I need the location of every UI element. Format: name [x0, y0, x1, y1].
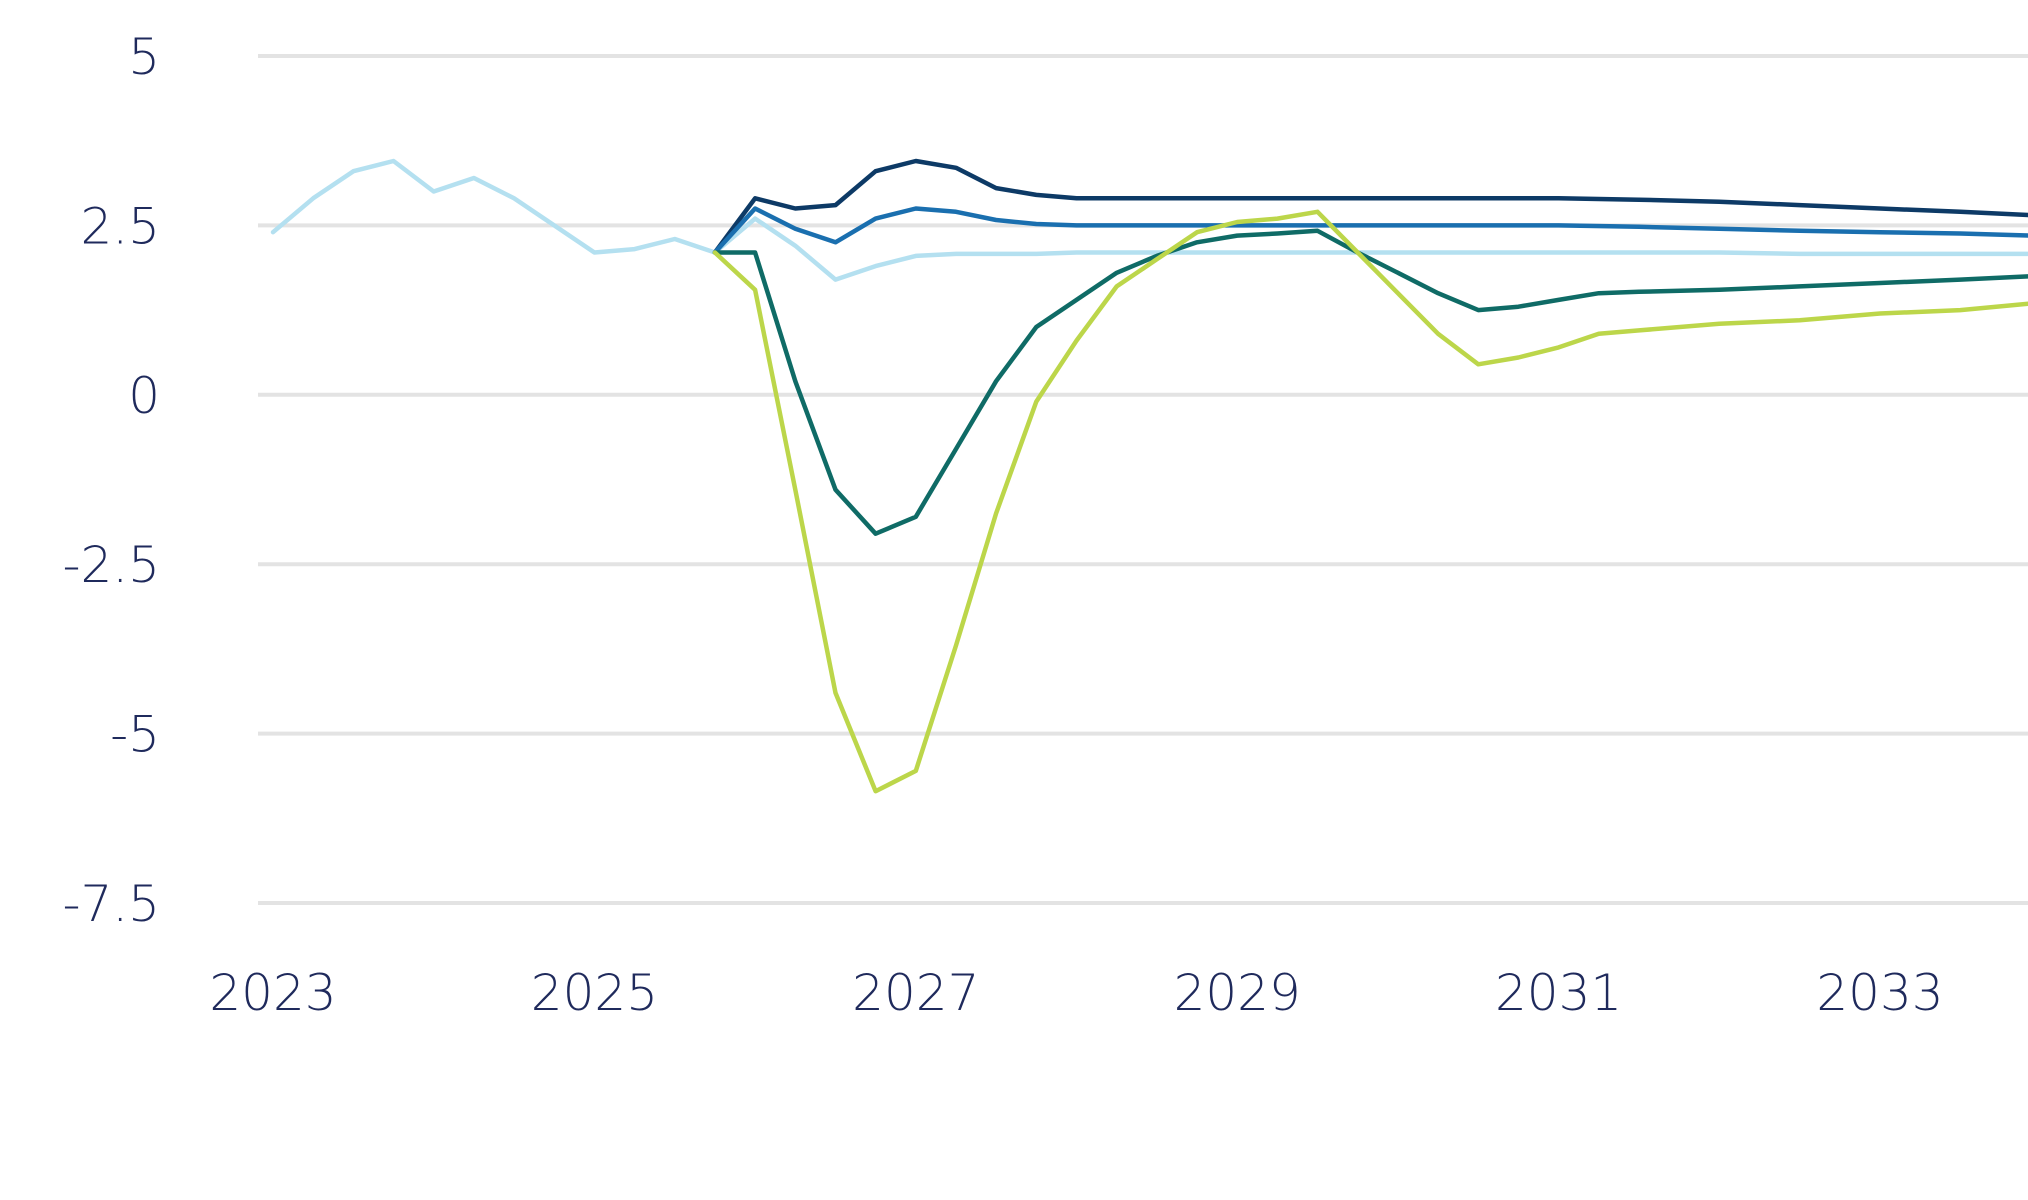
y-tick-label: 2.5 [80, 197, 160, 255]
series-lines [270, 158, 2028, 794]
series-line-1 [270, 158, 2028, 282]
x-tick-label: 2025 [531, 964, 658, 1022]
y-tick-label: 0 [128, 367, 160, 425]
y-tick-label: -7.5 [62, 875, 160, 933]
y-tick-label: -2.5 [62, 536, 160, 594]
y-tick-label: 5 [128, 28, 160, 86]
series-line-3 [712, 206, 2028, 255]
series-line-4 [712, 228, 2028, 536]
x-axis-tick-labels: 2023 2025 2027 2029 2031 2033 [209, 964, 1943, 1022]
x-tick-label: 2031 [1495, 964, 1622, 1022]
series-line-5 [712, 209, 2028, 794]
gridlines [258, 54, 2028, 905]
series-line-2 [712, 158, 2028, 255]
x-tick-label: 2029 [1174, 964, 1301, 1022]
x-tick-label: 2033 [1816, 964, 1943, 1022]
y-tick-label: -5 [110, 706, 160, 764]
x-tick-label: 2027 [852, 964, 979, 1022]
y-axis-tick-labels: 5 2.5 0 -2.5 -5 -7.5 [62, 28, 160, 933]
x-tick-label: 2023 [209, 964, 336, 1022]
